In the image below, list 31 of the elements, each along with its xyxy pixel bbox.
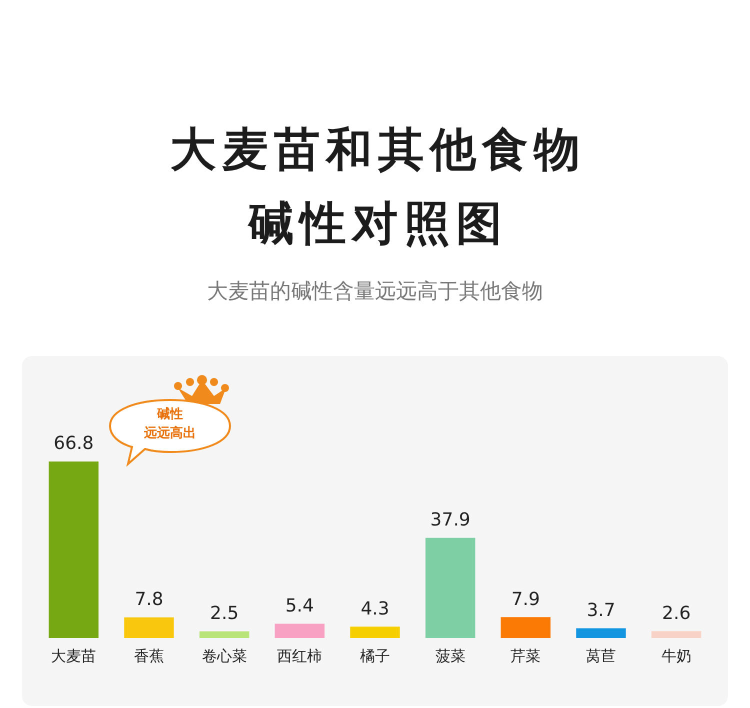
x-tick-label: 菠菜 xyxy=(435,646,466,665)
text: 远远高出 xyxy=(143,424,197,443)
bar xyxy=(48,461,99,638)
text: 碱性 xyxy=(156,406,184,424)
bar xyxy=(425,538,476,638)
data-label: 66.8 xyxy=(54,433,94,454)
bar xyxy=(500,617,551,638)
bar xyxy=(651,631,702,638)
bar xyxy=(576,628,626,638)
bar xyxy=(350,626,400,638)
chart-title: 大麦苗和其他食物碱性对照图 xyxy=(169,121,587,252)
x-tick-label: 西红柿 xyxy=(277,646,322,665)
x-tick-label: 橘子 xyxy=(360,646,390,665)
data-label: 4.3 xyxy=(360,598,390,620)
x-tick-label: 牛奶 xyxy=(661,646,692,665)
x-tick-label: 芹菜 xyxy=(510,646,541,665)
bar xyxy=(274,624,325,638)
data-label: 3.7 xyxy=(586,600,616,621)
data-label: 7.9 xyxy=(511,588,540,610)
data-label: 37.9 xyxy=(430,510,470,531)
x-tick-label: 大麦苗 xyxy=(51,646,96,665)
x-tick-label: 香蕉 xyxy=(134,646,164,665)
data-label: 7.8 xyxy=(134,589,164,610)
x-tick-label: 卷心菜 xyxy=(202,646,247,665)
data-label: 2.5 xyxy=(210,603,239,624)
data-label: 5.4 xyxy=(285,595,314,616)
chart-subtitle: 大麦苗的碱性含量远远高于其他食物 xyxy=(206,278,544,305)
x-tick-label: 莴苣 xyxy=(586,646,616,665)
bar xyxy=(199,631,250,638)
data-label: 2.6 xyxy=(662,602,691,624)
bar xyxy=(124,617,174,638)
